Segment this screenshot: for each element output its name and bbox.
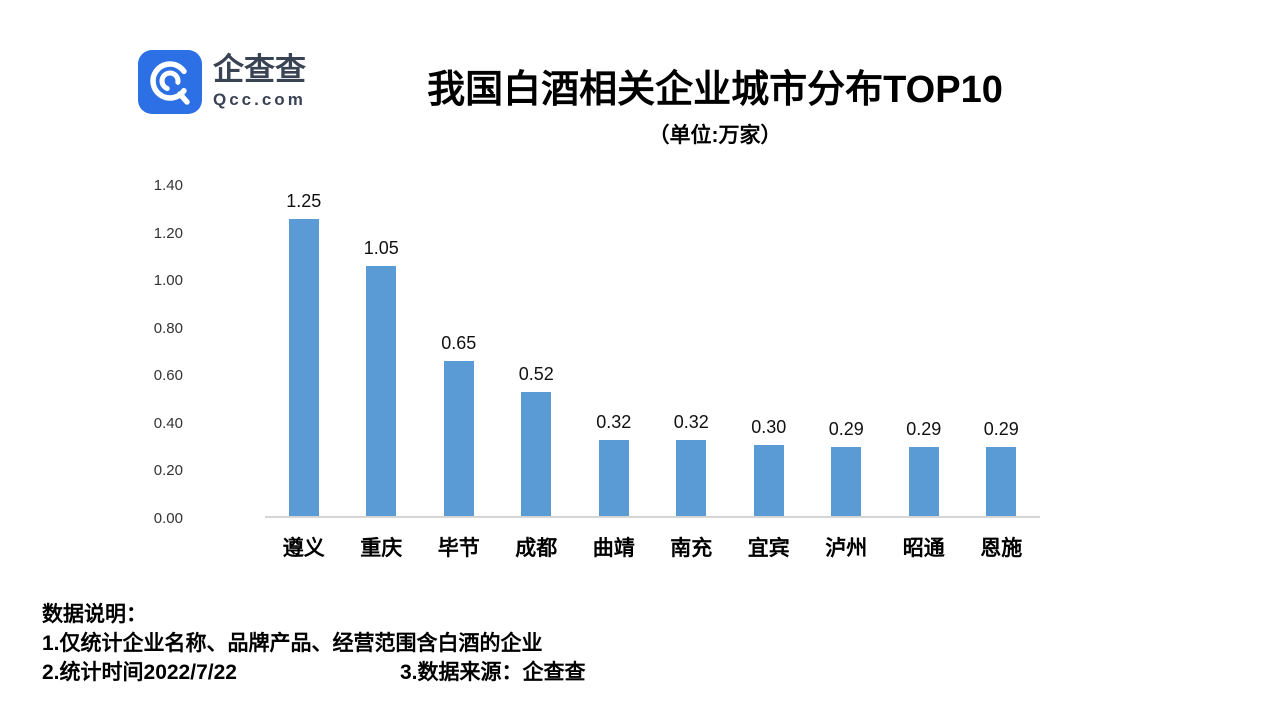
- bar-value-label: 0.29: [828, 419, 864, 439]
- data-notes: 数据说明： 1.仅统计企业名称、品牌产品、经营范围含白酒的企业 2.统计时间20…: [42, 600, 586, 687]
- bar: [831, 447, 862, 516]
- y-tick-label: 1.00: [153, 272, 183, 290]
- bar-group: 0.29 昭通: [885, 185, 963, 560]
- y-tick-label: 0.60: [153, 367, 183, 385]
- logo-brand-name: 企查查: [213, 52, 306, 88]
- bar-category-label: 遵义: [282, 537, 325, 560]
- bar-category-label: 恩施: [980, 537, 1023, 560]
- y-axis: 0.00 0.20 0.40 0.60 0.80 1.00 1.20 1.40: [135, 177, 183, 527]
- bar-chart: 0.00 0.20 0.40 0.60 0.80 1.00 1.20 1.40 1.25 遵义 1…: [135, 177, 1045, 560]
- y-tick-label: 0.20: [153, 462, 183, 480]
- bar-value-label: 0.30: [751, 417, 787, 437]
- bar: [986, 447, 1017, 516]
- bar-value-label: 0.32: [673, 412, 709, 432]
- data-notes-heading: 数据说明：: [42, 603, 147, 626]
- bar: [521, 392, 552, 516]
- bar-category-label: 重庆: [360, 537, 403, 560]
- bar-group: 0.32 南充: [653, 185, 731, 560]
- bar: [908, 447, 939, 516]
- y-tick-label: 1.40: [153, 177, 183, 194]
- qcc-logo: 企查查 Qcc.com: [138, 50, 306, 114]
- bar-value-label: 0.29: [983, 419, 1019, 439]
- data-notes-line1: 1.仅统计企业名称、品牌产品、经营范围含白酒的企业: [42, 632, 543, 655]
- y-tick-label: 0.40: [153, 414, 183, 432]
- bar-category-label: 成都: [515, 537, 558, 560]
- bar-value-label: 1.25: [286, 191, 322, 211]
- qcc-logo-icon: [138, 50, 202, 114]
- bar-category-label: 曲靖: [592, 537, 635, 560]
- bar: [443, 361, 474, 516]
- bar-category-label: 宜宾: [747, 537, 790, 560]
- bar-value-label: 0.29: [906, 419, 942, 439]
- bar-group: 1.05 重庆: [343, 185, 421, 560]
- y-tick-label: 1.20: [153, 224, 183, 242]
- logo-domain-name: Qcc.com: [213, 89, 306, 109]
- bar: [753, 445, 784, 516]
- bar-value-label: 0.52: [518, 364, 554, 384]
- bar-value-label: 1.05: [363, 238, 399, 258]
- chart-unit-subtitle: （单位:万家）: [648, 124, 782, 147]
- bar: [288, 219, 319, 516]
- data-source: 3.数据来源：企查查: [400, 661, 586, 684]
- bar-value-label: 0.65: [441, 333, 477, 353]
- chart-title: 我国白酒相关企业城市分布TOP10: [427, 69, 1003, 111]
- y-tick-label: 0.00: [153, 510, 183, 527]
- plot-area: 1.25 遵义 1.05 重庆 0.65 毕节 0.52 成都 0.32 曲靖 0.32 南充 0.30…: [265, 185, 1041, 560]
- stat-date: 2.统计时间2022/7/22: [42, 661, 237, 684]
- bar: [676, 440, 707, 516]
- bar-value-label: 0.32: [596, 412, 632, 432]
- bar-category-label: 昭通: [902, 537, 945, 560]
- bar-group: 0.29 泸州: [808, 185, 886, 560]
- bar-group: 0.29 恩施: [963, 185, 1041, 560]
- bar: [598, 440, 629, 516]
- bar-category-label: 泸州: [825, 537, 868, 560]
- bar-group: 0.30 宜宾: [730, 185, 808, 560]
- qcc-logo-text: 企查查 Qcc.com: [213, 54, 306, 110]
- bar-group: 0.52 成都: [498, 185, 576, 560]
- bar-group: 1.25 遵义: [265, 185, 343, 560]
- bar-group: 0.65 毕节: [420, 185, 498, 560]
- chart-header: 我国白酒相关企业城市分布TOP10 （单位:万家）: [427, 58, 1003, 149]
- bar-category-label: 毕节: [437, 537, 480, 560]
- data-notes-line2: 2.统计时间2022/7/22 3.数据来源：企查查: [42, 658, 586, 687]
- bar-group: 0.32 曲靖: [575, 185, 653, 560]
- bar: [366, 266, 397, 516]
- y-tick-label: 0.80: [153, 319, 183, 337]
- bar-category-label: 南充: [670, 537, 713, 560]
